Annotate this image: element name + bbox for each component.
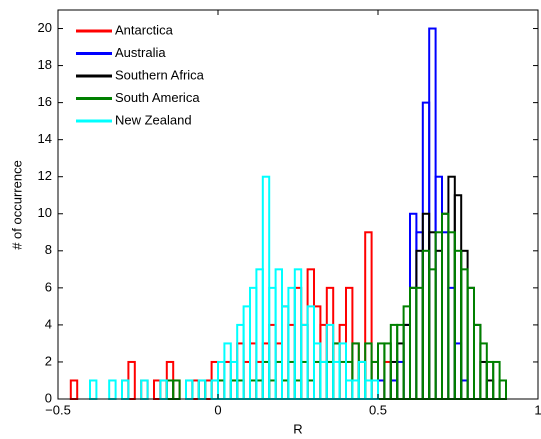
legend-label: South America — [115, 90, 200, 105]
y-tick-label: 2 — [45, 353, 52, 368]
y-tick-label: 0 — [45, 390, 52, 405]
legend-label: Southern Africa — [115, 67, 205, 82]
plot-frame — [57, 9, 539, 400]
y-tick-label: 12 — [38, 168, 52, 183]
x-tick-label: 0.5 — [369, 402, 387, 417]
legend-label: Australia — [115, 45, 166, 60]
y-tick-label: 14 — [38, 131, 52, 146]
y-tick-label: 20 — [38, 20, 52, 35]
x-tick-label: 0 — [214, 402, 221, 417]
y-tick-label: 16 — [38, 94, 52, 109]
x-tick-label: −0.5 — [45, 402, 71, 417]
y-tick-label: 10 — [38, 205, 52, 220]
x-axis-label: R — [293, 421, 302, 436]
legend-label: New Zealand — [115, 112, 192, 127]
y-axis-label: # of occurrence — [9, 160, 24, 250]
y-tick-label: 18 — [38, 57, 52, 72]
legend-label: Antarctica — [115, 22, 174, 37]
x-tick-label: 1 — [534, 402, 541, 417]
y-tick-label: 8 — [45, 242, 52, 257]
y-tick-label: 6 — [45, 279, 52, 294]
y-tick-label: 4 — [45, 316, 52, 331]
